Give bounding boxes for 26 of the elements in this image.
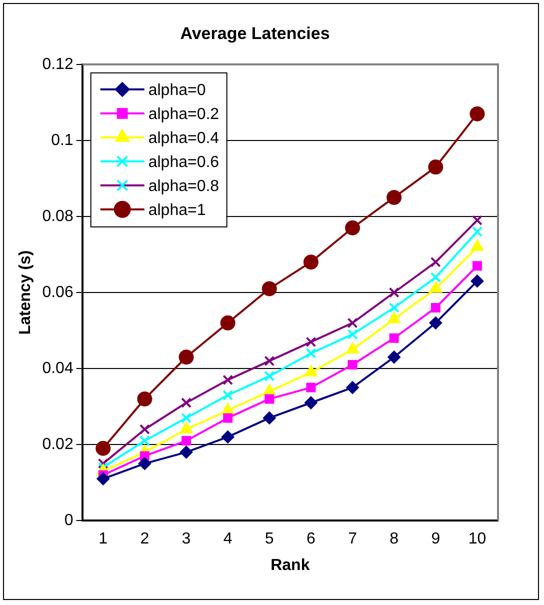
x-tick-label: 6 — [306, 530, 316, 548]
y-tick-label: 0.12 — [42, 56, 74, 73]
legend-label: alpha=0.2 — [148, 106, 220, 123]
x-tick-label: 1 — [98, 530, 108, 548]
y-tick-label: 0 — [64, 512, 74, 530]
y-tick-label: 0.02 — [42, 436, 74, 453]
x-tick-label: 7 — [348, 530, 358, 548]
x-tick-label: 8 — [390, 530, 399, 548]
legend-label: alpha=0.8 — [148, 178, 220, 195]
legend-label: alpha=1 — [148, 202, 206, 219]
y-tick-label: 0.1 — [51, 132, 74, 149]
x-tick-label: 10 — [468, 530, 486, 548]
legend-label: alpha=0.6 — [148, 154, 220, 171]
x-axis-title: Rank — [270, 556, 310, 574]
x-tick-label: 3 — [182, 530, 191, 548]
y-tick-label: 0.04 — [42, 360, 74, 377]
y-tick-label: 0.06 — [42, 284, 74, 301]
x-tick-label: 4 — [223, 530, 232, 548]
y-axis-title: Latency (s) — [17, 250, 34, 335]
x-tick-label: 5 — [264, 530, 274, 548]
legend-label: alpha=0.4 — [148, 130, 220, 147]
legend-label: alpha=0 — [148, 82, 206, 99]
x-tick-label: 9 — [431, 530, 440, 548]
chart-title: Average Latencies — [180, 24, 330, 43]
x-tick-label: 2 — [140, 530, 150, 548]
y-tick-label: 0.08 — [42, 208, 74, 225]
